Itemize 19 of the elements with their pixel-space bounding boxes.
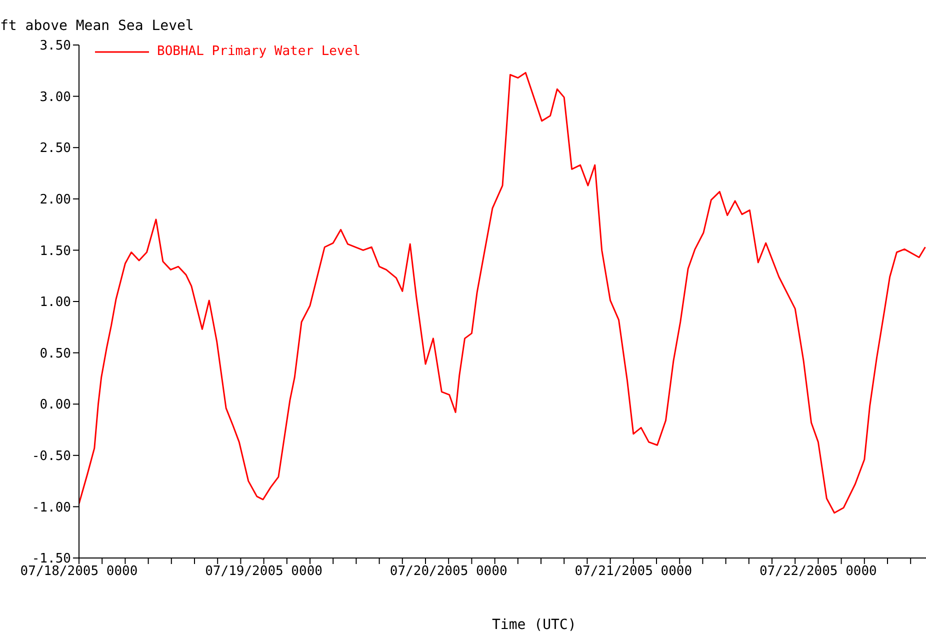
y-tick-label: -0.50 bbox=[32, 449, 71, 464]
y-tick-label: 2.00 bbox=[40, 192, 71, 208]
y-tick-label: 1.00 bbox=[40, 295, 71, 310]
y-tick-label: 0.50 bbox=[40, 346, 71, 362]
y-tick-label: -1.00 bbox=[32, 500, 71, 516]
y-tick-label: 1.50 bbox=[40, 244, 71, 259]
x-tick-label: 07/18/2005 0000 bbox=[20, 564, 138, 580]
y-tick-label: 3.50 bbox=[40, 38, 71, 54]
x-tick-label: 07/21/2005 0000 bbox=[574, 564, 692, 580]
line-series bbox=[79, 72, 926, 514]
x-tick-label: 07/22/2005 0000 bbox=[759, 564, 877, 580]
y-tick-label: 2.50 bbox=[40, 141, 71, 156]
y-tick-label: 0.00 bbox=[40, 398, 71, 413]
x-axis-title: Time (UTC) bbox=[492, 617, 576, 633]
y-tick-label: 3.00 bbox=[40, 90, 71, 105]
x-tick-label: 07/19/2005 0000 bbox=[205, 564, 323, 580]
x-tick-label: 07/20/2005 0000 bbox=[390, 564, 508, 580]
legend-label: BOBHAL Primary Water Level bbox=[157, 44, 360, 59]
y-axis-title: ft above Mean Sea Level bbox=[0, 18, 194, 34]
